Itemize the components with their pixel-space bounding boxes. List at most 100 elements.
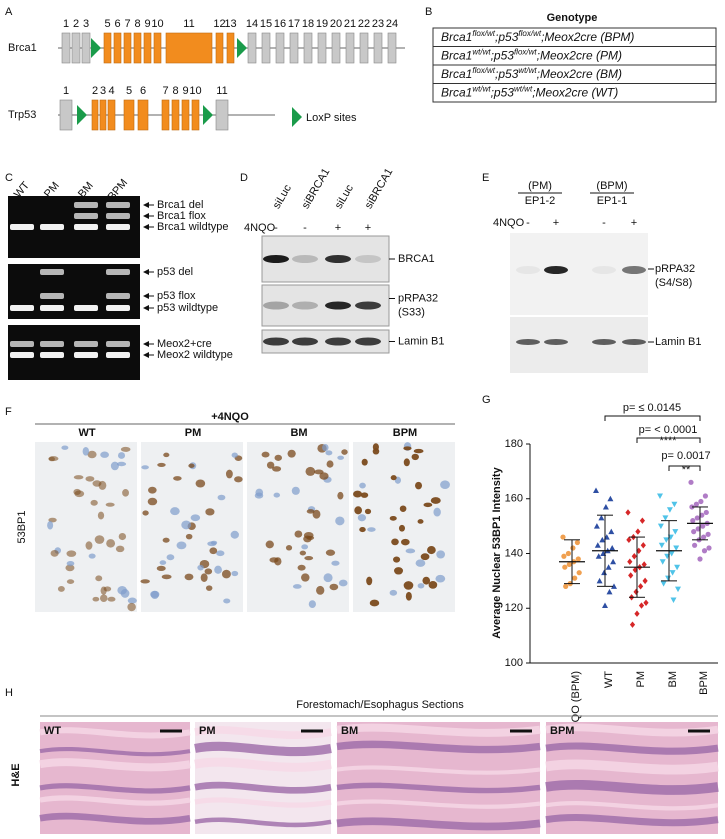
exon-number: 7 xyxy=(162,85,168,97)
loxp-site xyxy=(237,38,247,58)
stained-nucleus xyxy=(90,499,98,506)
exon-number: 21 xyxy=(344,18,356,30)
significance-bracket xyxy=(668,465,701,471)
stained-nucleus xyxy=(353,490,363,498)
annotation: ** xyxy=(682,464,691,476)
tissue-layer xyxy=(39,758,191,772)
stained-nucleus xyxy=(147,497,158,506)
stained-nucleus xyxy=(299,550,307,556)
data-point xyxy=(641,561,647,568)
data-point xyxy=(631,553,637,560)
data-point xyxy=(659,559,666,565)
stained-nucleus xyxy=(188,463,195,468)
stained-nucleus xyxy=(304,556,314,561)
data-point xyxy=(629,621,636,628)
gel-band xyxy=(10,341,34,347)
stained-nucleus xyxy=(120,446,131,452)
stained-nucleus xyxy=(389,515,397,521)
gel-band xyxy=(106,352,130,358)
exon-number: 14 xyxy=(246,18,258,30)
stained-nucleus xyxy=(314,469,324,475)
exon-number: 3 xyxy=(83,18,89,30)
counterstain-nucleus xyxy=(120,589,130,598)
stained-nucleus xyxy=(65,564,75,572)
stained-nucleus xyxy=(430,497,441,504)
data-point xyxy=(698,498,704,505)
genotype-superscript: flox/wt xyxy=(514,48,537,57)
data-point xyxy=(642,577,648,585)
band-label: Brca1 wildtype xyxy=(157,221,229,233)
data-point xyxy=(602,602,608,609)
exon xyxy=(113,32,122,64)
stained-nucleus xyxy=(87,450,97,459)
data-point xyxy=(669,570,676,576)
genotype-text: ;p53 xyxy=(495,67,519,81)
exon-number: 22 xyxy=(358,18,370,30)
treatment-sign: - xyxy=(526,217,530,229)
data-point xyxy=(663,537,670,543)
stained-nucleus xyxy=(361,458,368,466)
exon-number: 5 xyxy=(104,18,110,30)
tissue-layer xyxy=(194,797,332,808)
stained-nucleus xyxy=(391,538,399,546)
stained-nucleus xyxy=(359,527,366,533)
exon xyxy=(71,32,81,64)
treatment-sign: + xyxy=(631,217,637,229)
tissue-layer xyxy=(194,817,332,828)
stained-nucleus xyxy=(272,466,282,472)
data-point xyxy=(609,545,616,551)
significance-bracket xyxy=(636,437,701,443)
stained-nucleus xyxy=(285,545,293,551)
stained-nucleus xyxy=(57,585,65,592)
y-tick-label: 160 xyxy=(505,493,523,505)
tissue-layer xyxy=(336,740,541,754)
counterstain-nucleus xyxy=(207,541,217,547)
exon xyxy=(345,32,355,64)
genotype-text: Brca1 xyxy=(441,30,472,44)
stained-nucleus xyxy=(403,446,412,451)
gel-band xyxy=(40,341,64,347)
tissue-layer xyxy=(39,812,191,825)
tissue-layer xyxy=(336,765,541,775)
genotype-superscript: wt/wt xyxy=(518,66,537,75)
data-point xyxy=(607,495,614,502)
y-tick-label: 100 xyxy=(505,657,523,669)
data-point xyxy=(574,539,581,546)
stained-nucleus xyxy=(163,452,170,458)
stained-nucleus xyxy=(393,556,401,563)
blot-band xyxy=(355,301,381,310)
stained-nucleus xyxy=(274,454,282,461)
blot-band xyxy=(516,266,540,274)
gel-band xyxy=(106,269,130,275)
stain-label: 53BP1 xyxy=(16,510,28,543)
counterstain-nucleus xyxy=(415,559,426,567)
section-title: Forestomach/Esophagus Sections xyxy=(296,699,464,711)
panel-letter: H xyxy=(5,687,13,699)
stained-nucleus xyxy=(221,569,231,579)
blot-label: (S4/S8) xyxy=(655,277,692,289)
blot-label: pRPA32 xyxy=(398,292,438,304)
treatment-sign: + xyxy=(335,222,341,234)
loxp-site xyxy=(203,105,213,125)
western-blot xyxy=(510,317,648,373)
stained-nucleus xyxy=(415,481,423,490)
legend-label: LoxP sites xyxy=(306,112,357,124)
data-point xyxy=(606,588,613,595)
data-point xyxy=(694,515,700,521)
stained-nucleus xyxy=(399,505,407,512)
loxp-site xyxy=(77,105,87,125)
stained-nucleus xyxy=(205,585,213,591)
stained-nucleus xyxy=(411,453,419,461)
stained-nucleus xyxy=(99,594,108,602)
y-axis-label: Average Nuclear 53BP1 Intensity xyxy=(491,466,503,638)
exon xyxy=(275,32,285,64)
stained-nucleus xyxy=(205,508,215,516)
stained-nucleus xyxy=(106,539,116,548)
counterstain-nucleus xyxy=(47,520,54,530)
stained-nucleus xyxy=(85,476,95,482)
stained-nucleus xyxy=(200,573,208,582)
exon-number: 18 xyxy=(302,18,314,30)
exon-number: 1 xyxy=(63,85,69,97)
stained-nucleus xyxy=(185,533,193,540)
exon xyxy=(133,32,142,64)
